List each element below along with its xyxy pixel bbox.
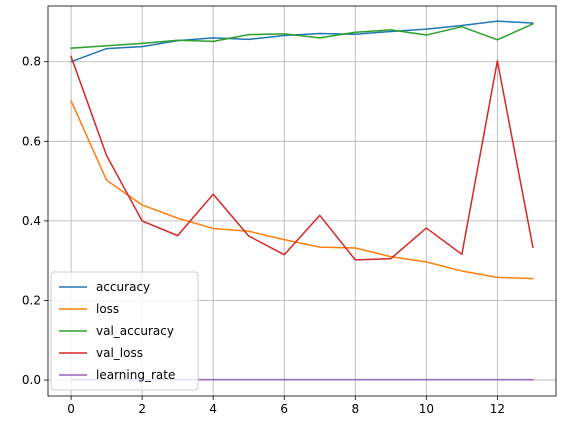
legend: accuracy loss val_accuracy val_loss learning… [50, 271, 199, 391]
series-line-val-accuracy [70, 22, 534, 49]
y-tick-label: 0.6 [22, 134, 41, 148]
y-tick-label: 0.2 [22, 293, 41, 307]
x-tick-label: 8 [351, 402, 359, 416]
series-line-loss [70, 99, 534, 280]
legend-label-accuracy: accuracy [96, 280, 150, 294]
x-tick-label: 12 [490, 402, 505, 416]
x-tick-label: 0 [67, 402, 75, 416]
legend-label-val-accuracy: val_accuracy [96, 324, 174, 338]
legend-label-val-loss: val_loss [96, 346, 143, 360]
axis-ticks: 0 2 4 6 8 10 12 0.0 0.2 0.4 0.6 0.8 [22, 55, 505, 416]
grid-lines [48, 6, 556, 396]
series-line-val-loss [70, 55, 534, 261]
y-tick-label: 0.4 [22, 214, 41, 228]
x-tick-label: 6 [280, 402, 288, 416]
x-tick-label: 2 [138, 402, 146, 416]
x-tick-label: 4 [209, 402, 217, 416]
x-tick-label: 10 [419, 402, 434, 416]
series-line-accuracy [70, 20, 534, 63]
legend-label-learning-rate: learning_rate [96, 368, 175, 382]
y-tick-label: 0.0 [22, 373, 41, 387]
y-tick-label: 0.8 [22, 55, 41, 69]
legend-label-loss: loss [96, 302, 119, 316]
plot-area-frame [47, 5, 557, 397]
legend-box [50, 271, 199, 391]
